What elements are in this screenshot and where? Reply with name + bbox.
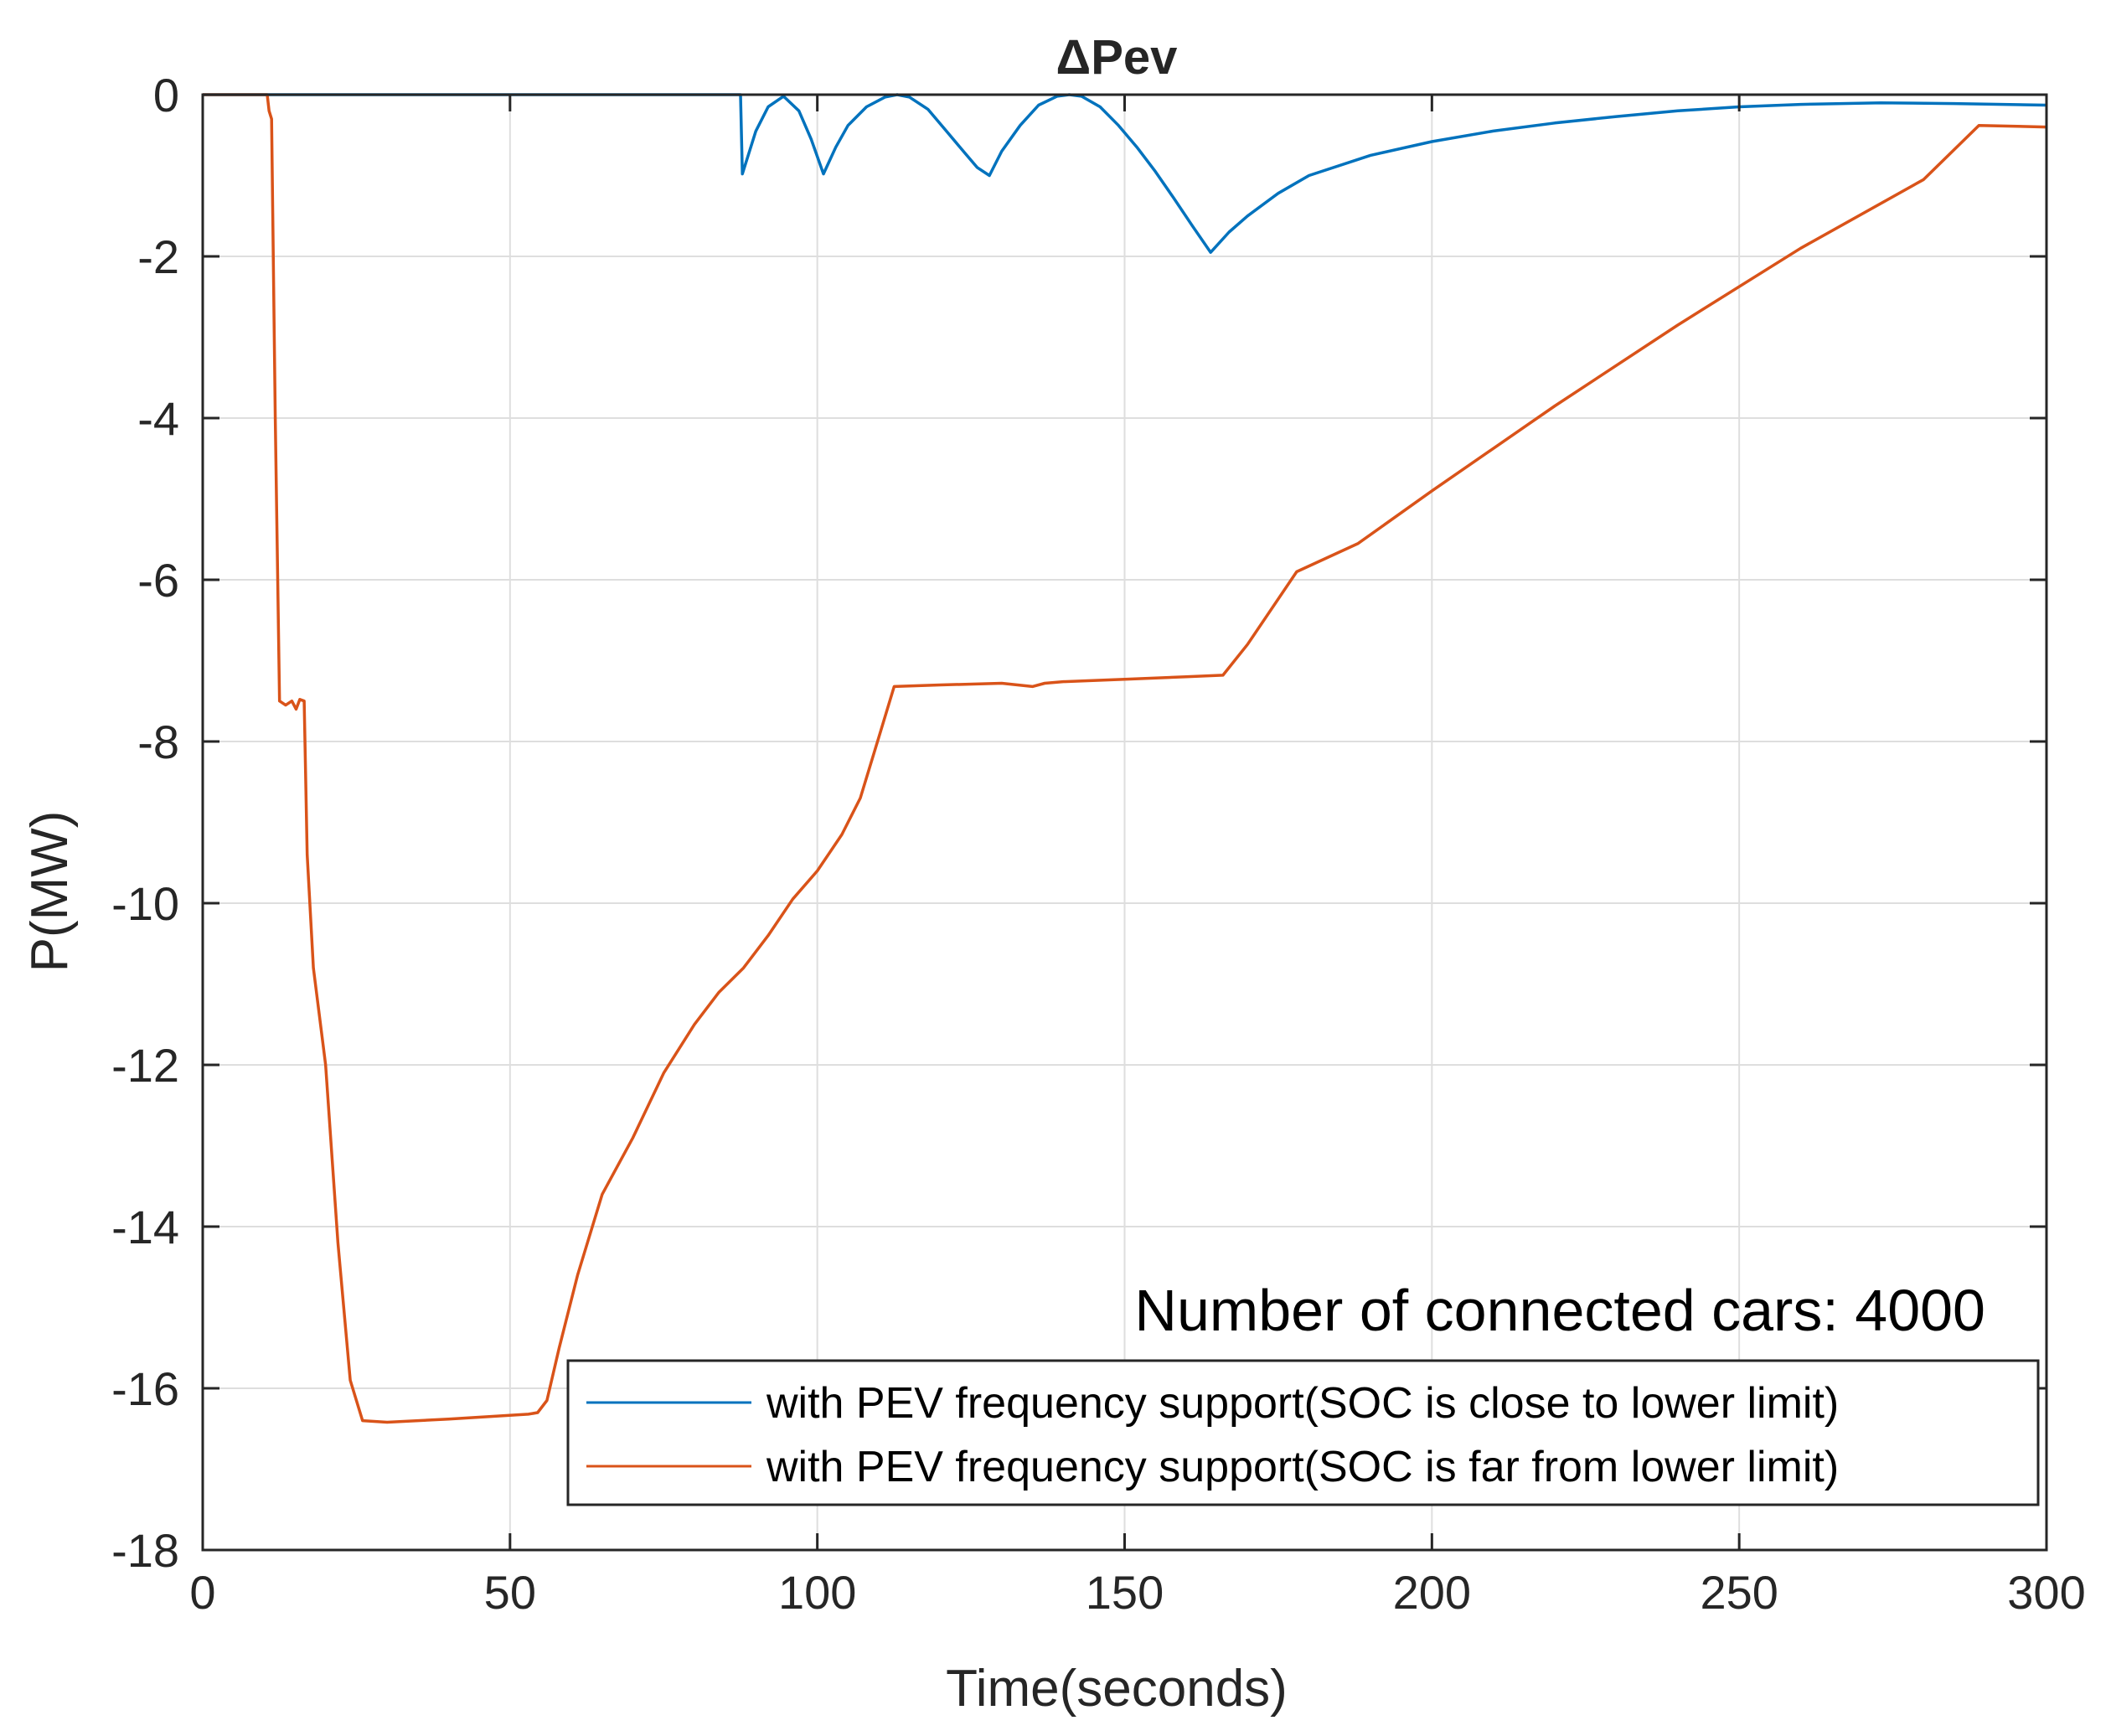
y-tick-label: 0 [153, 69, 179, 121]
y-tick-label: -8 [137, 716, 179, 768]
cars-annotation: Number of connected cars: 4000 [1134, 1278, 1985, 1343]
x-tick-label: 0 [189, 1566, 215, 1619]
x-tick-label: 150 [1086, 1566, 1164, 1619]
y-tick-label: -10 [111, 877, 179, 930]
legend: with PEV frequency support(SOC is close … [566, 1359, 2040, 1506]
y-tick-label: -18 [111, 1524, 179, 1577]
y-tick-label: -2 [137, 230, 179, 283]
y-tick-label: -12 [111, 1039, 179, 1092]
y-tick-label: -14 [111, 1201, 179, 1253]
y-tick-label: -6 [137, 554, 179, 607]
axes [201, 93, 2048, 1552]
x-tick-label: 100 [778, 1566, 856, 1619]
y-axis-label: P(MW) [21, 811, 79, 973]
y-tick-label: -16 [111, 1362, 179, 1415]
y-tick-label: -4 [137, 392, 179, 445]
chart-title: ΔPev [1056, 30, 1178, 85]
x-tick-label: 300 [2007, 1566, 2085, 1619]
legend-label-far-from-lower-limit: with PEV frequency support(SOC is far fr… [766, 1443, 1839, 1491]
x-tick-label: 250 [1700, 1566, 1778, 1619]
x-tick-label: 50 [484, 1566, 536, 1619]
x-tick-label: 200 [1393, 1566, 1471, 1619]
legend-box [566, 1359, 2040, 1506]
axes-box [201, 93, 2048, 1552]
ticks: 0 50 100 150 200 250 300 0 -2 -4 -6 -8 -10 -12 -14 -16 -… [111, 69, 2086, 1619]
legend-label-close-to-lower-limit: with PEV frequency support(SOC is close … [766, 1379, 1839, 1428]
x-axis-label: Time(seconds) [946, 1660, 1288, 1718]
series-line-1 [203, 93, 2047, 1424]
